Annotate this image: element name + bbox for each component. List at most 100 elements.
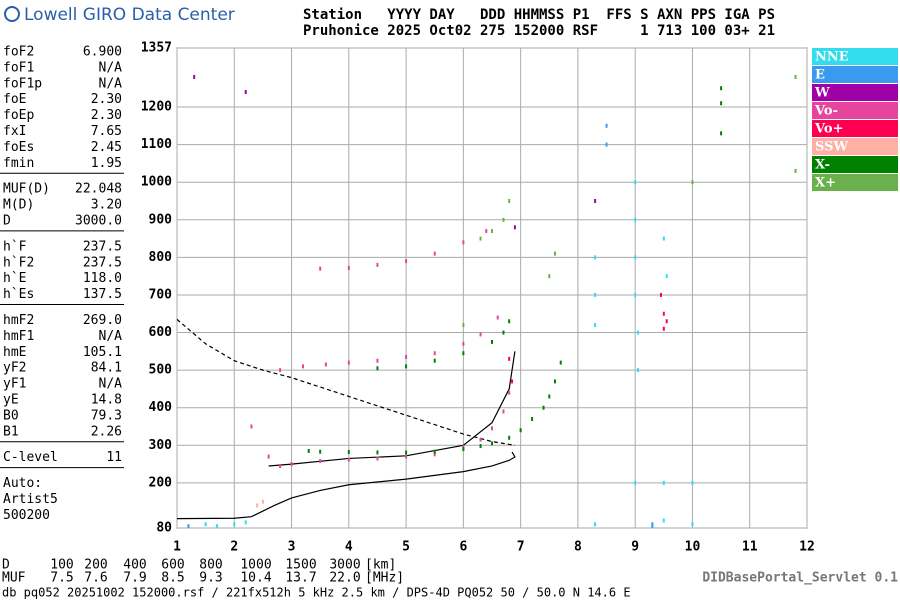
echo-point [216,524,219,529]
x-tick-label: 5 [402,540,410,555]
legend-swatch [812,120,898,137]
footer-label: D [2,558,10,573]
echo-point [508,435,511,440]
param-name: h`F [3,239,27,254]
echo-point [662,480,665,485]
param-name: B0 [3,408,19,423]
param-name: fmin [3,156,34,171]
legend-label: Vo- [814,104,838,119]
echo-point [479,444,482,449]
echo-point [319,449,322,454]
echo-point [279,368,282,373]
echo-point [634,292,637,297]
footer-value: 1000 [240,558,271,573]
echo-point [405,259,408,264]
param-value: 2.30 [91,108,122,123]
echo-point [491,229,493,234]
echo-point [508,356,511,361]
param-value: 7.65 [91,124,122,139]
footer-value: 800 [199,558,222,573]
legend-label: X- [815,158,830,173]
echo-point [665,274,668,279]
echo-point [508,390,511,395]
param-name: foEp [3,108,34,123]
legend-swatch [812,66,898,83]
echo-point [376,358,379,363]
echo-point [720,101,723,106]
echo-point [637,368,640,373]
param-name: hmF1 [3,329,34,344]
echo-point [491,426,493,431]
echo-point [605,142,608,147]
param-value: 11 [106,450,122,465]
legend-swatch [812,156,898,173]
echo-point [187,524,190,529]
param-value: 6.900 [83,45,122,60]
echo-point [508,319,511,324]
echo-point [554,379,556,384]
param-name: foF2 [3,45,34,60]
echo-point [794,168,797,173]
logo-text: Lowell GIRO Data Center [24,5,235,25]
legend-swatch [812,48,898,65]
param-name: hmF2 [3,313,34,328]
legend-swatch [812,102,898,119]
param-value: 1.95 [91,156,122,171]
footer-value: 8.5 [161,571,184,586]
header-line: Station YYYY DAY DDD HHMMSS P1 FFS S AXN… [303,7,775,23]
echo-point [462,323,465,328]
echo-point [634,480,637,485]
footer-value: 7.6 [84,571,107,586]
footer-value: 7.5 [50,571,73,586]
param-name: h`E [3,271,26,286]
legend-swatch [812,84,898,101]
x-tick-label: 10 [685,540,701,555]
y-tick-label: 1200 [141,100,172,115]
echo-point [433,452,436,457]
param-value: 3.20 [91,198,122,213]
param-name: h`F2 [3,255,34,270]
auto-line: Artist5 [3,492,58,507]
y-tick-label: 700 [149,287,173,302]
param-name: fxI [3,124,26,139]
echo-point [290,462,293,467]
echo-point [319,459,322,464]
logo: Lowell GIRO Data Center [4,5,235,25]
echo-point [267,454,270,459]
echo-point [462,351,465,356]
footer-value: 13.7 [285,571,316,586]
footer-value: 3000 [329,558,360,573]
echo-point [691,522,694,527]
echo-point [491,339,493,344]
param-value: 118.0 [83,271,122,286]
footer-value: 400 [123,558,146,573]
y-tick-label: 300 [149,438,173,453]
echo-point [479,236,482,241]
echo-point [691,180,694,185]
echo-point [794,74,797,79]
echo-point [347,450,350,455]
logo-icon [4,6,20,22]
param-value: 2.30 [91,92,122,107]
param-name: foE [3,92,26,107]
param-name: yF2 [3,361,26,376]
echo-point [433,449,436,454]
param-value: N/A [99,76,123,91]
x-tick-label: 12 [799,540,815,555]
param-value: 84.1 [91,361,122,376]
echo-point [405,454,408,459]
echo-point [508,198,511,203]
echo-point [691,480,694,485]
param-name: M(D) [3,198,34,213]
echo-point [502,330,505,335]
echo-point [665,319,668,324]
echo-point [256,503,259,508]
legend-label: X+ [815,176,836,191]
echo-point [634,255,637,260]
footer-value: 9.3 [199,571,222,586]
echo-point [634,180,637,185]
x-tick-label: 4 [345,540,353,555]
echo-point [548,274,551,279]
echo-point [376,366,379,371]
echo-point [662,518,665,523]
